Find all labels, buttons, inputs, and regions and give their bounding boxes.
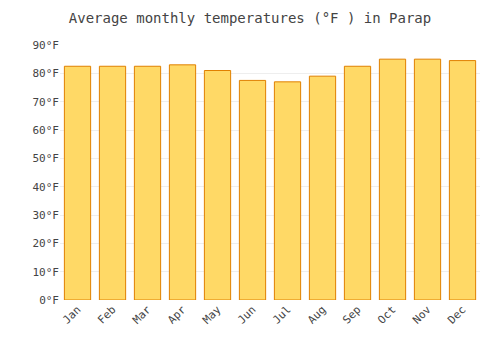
- svg-text:Jun: Jun: [235, 303, 258, 326]
- svg-text:70°F: 70°F: [33, 96, 60, 109]
- svg-text:Apr: Apr: [165, 303, 189, 327]
- svg-text:Aug: Aug: [305, 303, 328, 326]
- svg-text:Mar: Mar: [130, 303, 154, 327]
- svg-text:Dec: Dec: [445, 303, 468, 326]
- svg-text:10°F: 10°F: [33, 266, 60, 279]
- svg-text:20°F: 20°F: [33, 237, 60, 250]
- svg-text:0°F: 0°F: [39, 294, 59, 307]
- svg-text:Average monthly temperatures (: Average monthly temperatures (°F ) in Pa…: [69, 10, 431, 26]
- svg-text:80°F: 80°F: [33, 67, 60, 80]
- svg-text:Jul: Jul: [270, 303, 293, 326]
- svg-text:Sep: Sep: [340, 303, 363, 326]
- svg-text:40°F: 40°F: [33, 181, 60, 194]
- svg-text:50°F: 50°F: [33, 152, 60, 165]
- svg-text:60°F: 60°F: [33, 124, 60, 137]
- svg-text:90°F: 90°F: [33, 39, 60, 52]
- svg-text:30°F: 30°F: [33, 209, 60, 222]
- svg-text:Feb: Feb: [95, 303, 118, 326]
- svg-text:Jan: Jan: [60, 303, 83, 326]
- svg-text:Nov: Nov: [410, 303, 434, 327]
- svg-text:Oct: Oct: [375, 303, 398, 326]
- svg-text:May: May: [200, 303, 224, 327]
